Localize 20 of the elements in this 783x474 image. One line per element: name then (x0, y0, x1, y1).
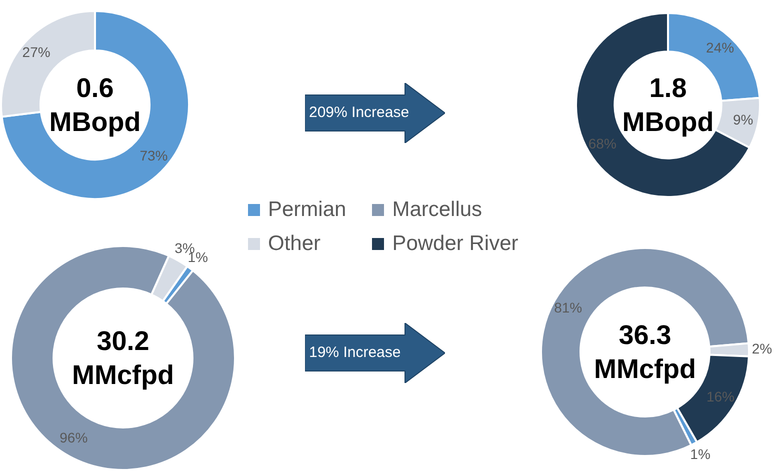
text: 36.3 MMcfpd (594, 319, 696, 386)
data-label: 9% (733, 111, 754, 128)
legend-label: Other (268, 232, 321, 256)
data-label: 68% (588, 136, 616, 152)
text: 0.6 MBopd (49, 72, 141, 139)
text: 209% Increase (309, 103, 410, 123)
data-label: 1% (690, 446, 710, 462)
text: 30.2 MMcfpd (72, 325, 174, 392)
legend-label: Powder River (392, 232, 518, 256)
data-label: 81% (554, 300, 582, 316)
legend-label: Permian (268, 198, 346, 222)
data-label: 24% (706, 40, 734, 56)
data-label: 27% (22, 44, 50, 60)
text: 19% Increase (309, 343, 401, 363)
text: 1.8 MBopd (622, 72, 714, 139)
data-label: 73% (140, 148, 168, 164)
data-label: 16% (706, 388, 734, 405)
data-label: 96% (60, 430, 88, 446)
legend-label: Marcellus (392, 198, 482, 222)
data-label: 2% (752, 340, 772, 356)
